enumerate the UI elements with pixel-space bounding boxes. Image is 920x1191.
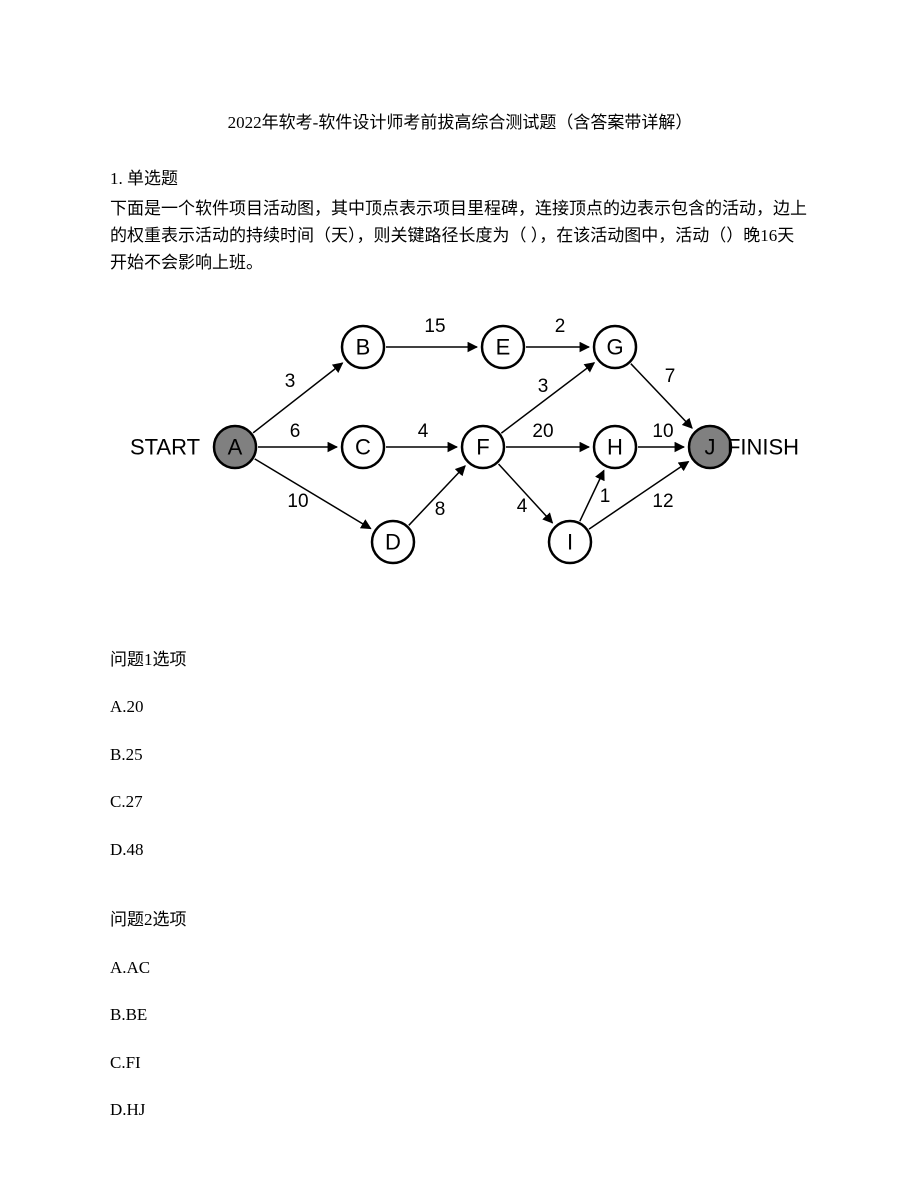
node-label-G: G bbox=[606, 334, 623, 359]
edge-label-F-G: 3 bbox=[538, 376, 549, 397]
edge-label-F-H: 20 bbox=[532, 421, 553, 442]
activity-diagram: 3 6 10 15 4 8 2 3 20 4 1 7 10 12 A B C D E F G H I J START FINISH bbox=[115, 297, 805, 597]
q2-option-d: D.HJ bbox=[110, 1097, 810, 1123]
edge-label-C-F: 4 bbox=[418, 421, 429, 442]
edge-label-A-B: 3 bbox=[285, 371, 296, 392]
node-label-B: B bbox=[356, 334, 371, 359]
node-label-C: C bbox=[355, 434, 371, 459]
q2-option-c: C.FI bbox=[110, 1050, 810, 1076]
q2-option-a: A.AC bbox=[110, 955, 810, 981]
question-1-options: 问题1选项 A.20 B.25 C.27 D.48 bbox=[110, 647, 810, 863]
q2-header: 问题2选项 bbox=[110, 907, 810, 933]
edge-label-I-H: 1 bbox=[600, 486, 611, 507]
q1-option-b: B.25 bbox=[110, 742, 810, 768]
node-label-E: E bbox=[496, 334, 511, 359]
node-label-J: J bbox=[705, 434, 716, 459]
edge-label-A-D: 10 bbox=[287, 491, 308, 512]
edge-label-D-F: 8 bbox=[435, 499, 446, 520]
node-label-D: D bbox=[385, 529, 401, 554]
q1-header: 问题1选项 bbox=[110, 647, 810, 673]
edge-label-F-I: 4 bbox=[517, 496, 528, 517]
edge-label-G-J: 7 bbox=[665, 366, 676, 387]
edge-label-E-G: 2 bbox=[555, 316, 566, 337]
question-number: 1. 单选题 bbox=[110, 166, 810, 192]
edge-A-D bbox=[255, 458, 371, 528]
q1-option-a: A.20 bbox=[110, 694, 810, 720]
edge-label-B-E: 15 bbox=[424, 316, 445, 337]
node-label-H: H bbox=[607, 434, 623, 459]
node-label-F: F bbox=[476, 434, 489, 459]
question-text: 下面是一个软件项目活动图，其中顶点表示项目里程碑，连接顶点的边表示包含的活动，边… bbox=[110, 195, 810, 277]
edge-label-H-J: 10 bbox=[652, 421, 673, 442]
node-label-A: A bbox=[228, 434, 243, 459]
edge-label-I-J: 12 bbox=[652, 491, 673, 512]
q2-option-b: B.BE bbox=[110, 1002, 810, 1028]
edge-label-A-C: 6 bbox=[290, 421, 301, 442]
finish-label: FINISH bbox=[727, 434, 799, 459]
question-2-options: 问题2选项 A.AC B.BE C.FI D.HJ bbox=[110, 907, 810, 1123]
edge-G-J bbox=[631, 363, 692, 427]
q1-option-c: C.27 bbox=[110, 789, 810, 815]
node-label-I: I bbox=[567, 529, 573, 554]
start-label: START bbox=[130, 434, 200, 459]
q1-option-d: D.48 bbox=[110, 837, 810, 863]
page-title: 2022年软考-软件设计师考前拔高综合测试题（含答案带详解） bbox=[110, 110, 810, 136]
